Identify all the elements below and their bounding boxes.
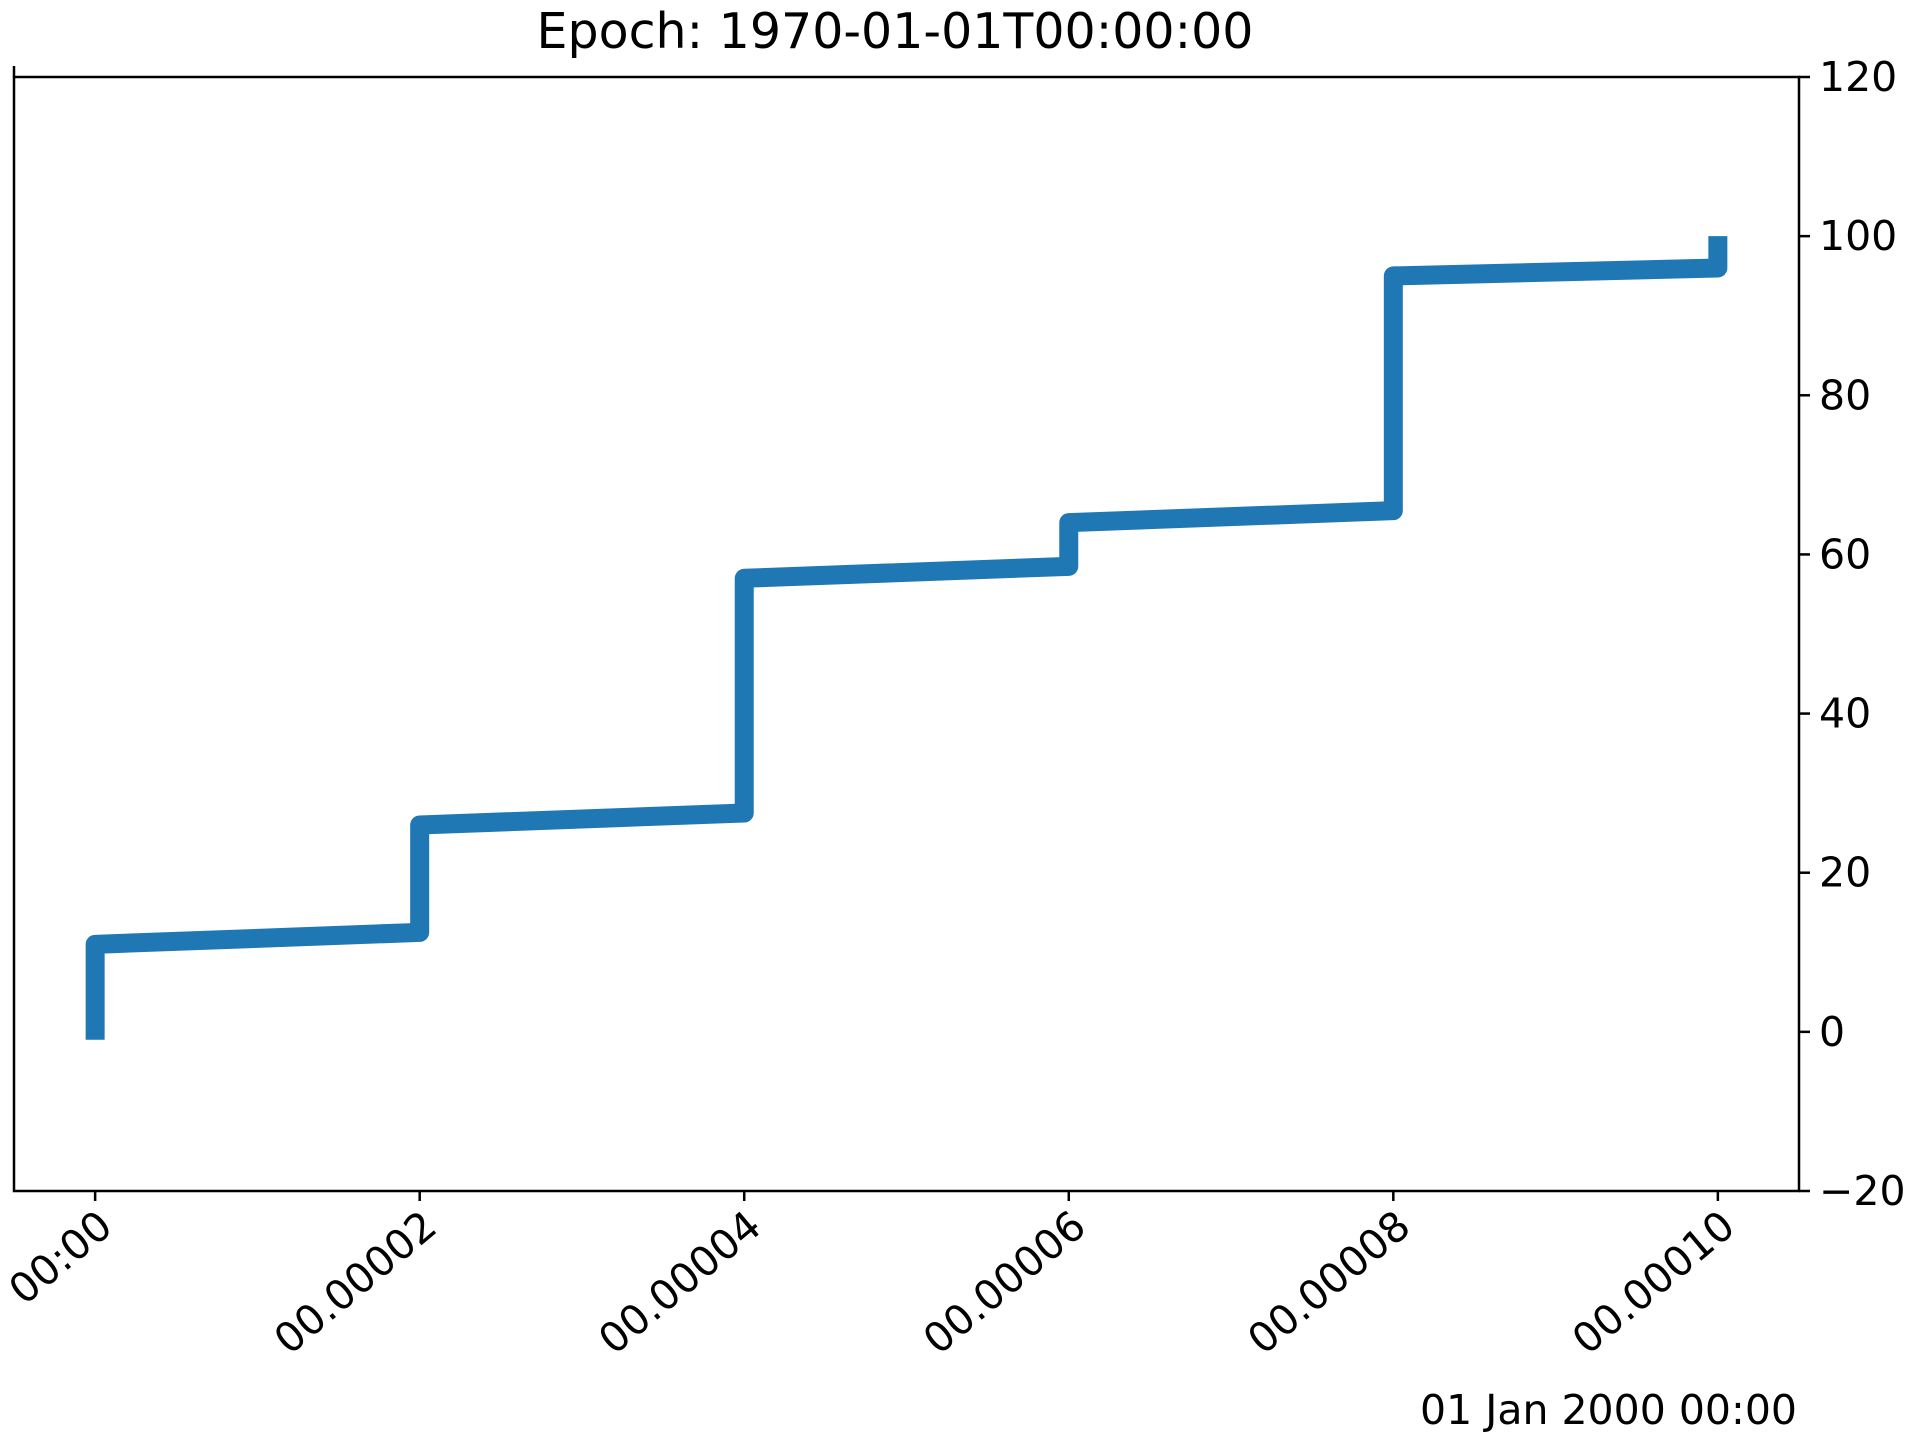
y-tick-label-1: 0	[1819, 1008, 1845, 1056]
plot-area	[85, 236, 1728, 1040]
y-tick-label-6: 100	[1819, 212, 1897, 260]
y-tick-label-3: 40	[1819, 690, 1871, 738]
chart-title: Epoch: 1970-01-01T00:00:00	[537, 3, 1254, 60]
x-tick-label-3: 00.00006	[914, 1201, 1095, 1364]
axes-frame	[12, 75, 1801, 1193]
y-tick-label-2: 20	[1819, 849, 1871, 897]
y-tick-label-5: 80	[1819, 371, 1871, 419]
x-tick-label-0: 00:00	[0, 1201, 121, 1314]
x-axis-offset-label: 01 Jan 2000 00:00	[1420, 1386, 1797, 1434]
y-tick-label-4: 60	[1819, 530, 1871, 578]
axes: 00:00 00.00002 00.00004 00.00006 00.00008 00.…	[0, 53, 1906, 1364]
y-tick-label-7: 120	[1819, 53, 1897, 101]
x-tick-label-2: 00.00004	[589, 1201, 770, 1364]
x-tick-label-5: 00.00010	[1563, 1201, 1744, 1364]
y-tick-label-0: −20	[1819, 1167, 1906, 1215]
x-tick-label-1: 00.00002	[265, 1201, 446, 1364]
x-tick-label-4: 00.00008	[1239, 1201, 1420, 1364]
series-line-0	[85, 236, 1728, 1040]
